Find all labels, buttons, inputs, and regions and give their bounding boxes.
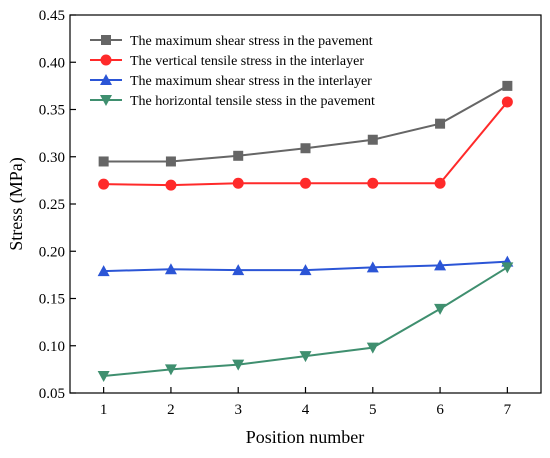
x-tick-label: 3: [234, 402, 242, 418]
data-point: [233, 150, 244, 161]
y-tick-label: 0.10: [39, 339, 65, 355]
series-3: [97, 255, 514, 277]
legend-item: The maximum shear stress in the pavement: [90, 34, 373, 49]
y-tick-label: 0.05: [39, 386, 65, 402]
legend-marker: [100, 95, 112, 106]
data-point: [299, 351, 312, 363]
series-1: [98, 80, 513, 167]
x-tick-label: 7: [504, 402, 512, 418]
legend-label: The horizontal tensile stess in the pave…: [130, 94, 375, 109]
x-tick-label: 4: [302, 402, 310, 418]
legend: The maximum shear stress in the pavement…: [90, 34, 375, 109]
x-tick-label: 1: [100, 402, 108, 418]
data-point: [300, 177, 311, 189]
data-point: [501, 262, 514, 274]
legend-label: The vertical tensile stress in the inter…: [130, 54, 364, 69]
data-point: [232, 177, 244, 189]
data-point: [97, 265, 110, 277]
data-point: [435, 118, 446, 129]
series-layer: [97, 80, 514, 382]
x-tick-label: 5: [369, 402, 377, 418]
legend-item: The vertical tensile stress in the inter…: [90, 54, 364, 69]
data-point: [367, 177, 379, 189]
data-point: [366, 342, 379, 354]
data-point: [434, 177, 446, 189]
data-point: [165, 156, 176, 167]
plot-frame: [69, 14, 542, 394]
data-point: [300, 143, 311, 154]
x-axis-title: Position number: [246, 427, 365, 447]
y-tick-label: 0.40: [39, 55, 65, 71]
legend-label: The maximum shear stress in the interlay…: [130, 74, 372, 89]
data-point: [434, 303, 447, 315]
data-point: [98, 156, 109, 167]
legend-label: The maximum shear stress in the pavement: [130, 34, 373, 49]
data-point: [502, 80, 513, 91]
series-2: [98, 96, 513, 191]
data-point: [98, 178, 110, 190]
y-tick-label: 0.15: [39, 292, 65, 308]
data-point: [165, 179, 177, 191]
legend-marker: [100, 54, 112, 66]
y-tick-label: 0.35: [39, 103, 65, 119]
y-tick-label: 0.20: [39, 244, 65, 260]
y-tick-label: 0.45: [39, 8, 65, 24]
data-point: [366, 261, 379, 273]
data-point: [434, 259, 447, 271]
y-axis-title: Stress (MPa): [6, 157, 27, 251]
data-point: [232, 359, 245, 371]
y-tick-label: 0.30: [39, 150, 65, 166]
data-point: [299, 264, 312, 276]
data-point: [164, 263, 177, 275]
legend-item: The horizontal tensile stess in the pave…: [90, 94, 375, 109]
legend-marker: [101, 35, 111, 45]
legend-item: The maximum shear stress in the interlay…: [90, 74, 372, 89]
data-point: [164, 364, 177, 376]
series-4: [97, 262, 514, 382]
ticks-layer: 1 2 3 4 5 6 7 0.05 0.10 0.15 0.20 0.25 0.30 0.35 0.40 0…: [39, 8, 512, 418]
data-point: [232, 264, 245, 276]
data-point: [501, 96, 513, 108]
y-tick-label: 0.25: [39, 197, 65, 213]
legend-marker: [100, 74, 112, 85]
x-tick-label: 2: [167, 402, 175, 418]
data-point: [97, 370, 110, 382]
data-point: [367, 134, 378, 145]
x-tick-label: 6: [436, 402, 444, 418]
